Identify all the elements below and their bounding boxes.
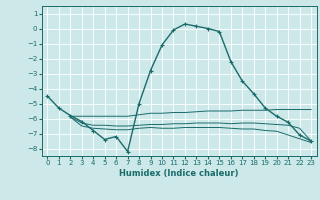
- X-axis label: Humidex (Indice chaleur): Humidex (Indice chaleur): [119, 169, 239, 178]
